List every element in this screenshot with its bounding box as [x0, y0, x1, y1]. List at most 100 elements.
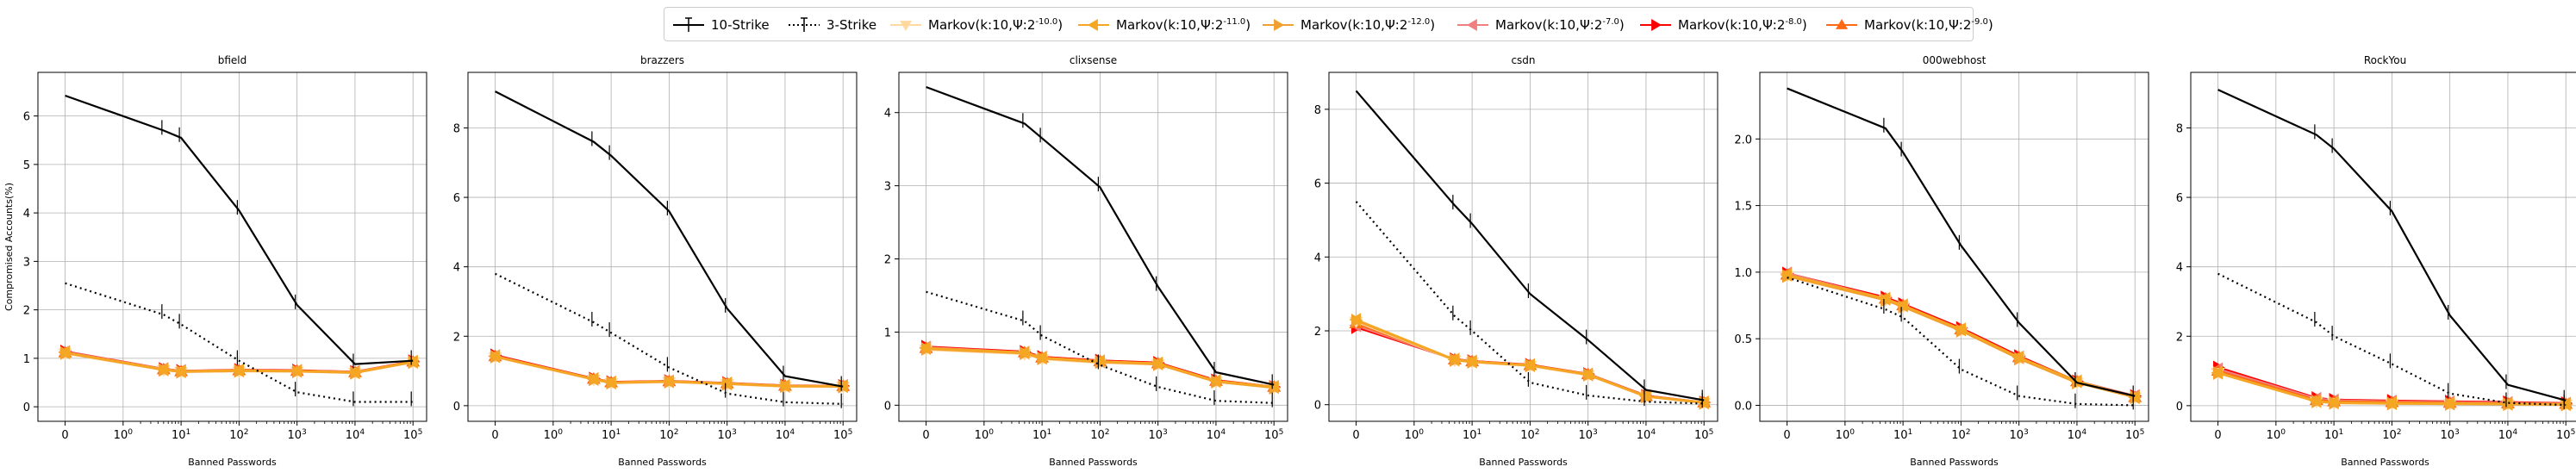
- x-tick-label: 100: [975, 428, 995, 442]
- x-tick-label: 101: [602, 428, 621, 442]
- y-tick-label: 0: [453, 401, 460, 414]
- y-tick-label: 8: [2176, 122, 2183, 135]
- x-tick-label: 102: [1520, 428, 1539, 442]
- data-point: [2385, 396, 2397, 411]
- legend-label: Markov(k:10,Ψ:2-8.0): [1678, 17, 1807, 33]
- data-point: [777, 378, 790, 393]
- legend-swatch: [1640, 19, 1671, 31]
- data-point: [1151, 356, 1163, 370]
- series-10-strike: [1355, 90, 1705, 405]
- data-point: [2012, 350, 2024, 364]
- legend-item-markov-k-10-2-7-0: Markov(k:10,Ψ:2-7.0): [1456, 8, 1625, 42]
- axes-frame: [898, 72, 1288, 422]
- y-tick-label: 6: [23, 111, 30, 124]
- legend-swatch: [1078, 19, 1109, 31]
- x-tick-label: 100: [1405, 428, 1425, 442]
- data-point: [1035, 351, 1047, 365]
- series-3-strike: [1787, 277, 2136, 410]
- data-point: [1349, 313, 1362, 327]
- x-tick-label: 100: [544, 428, 564, 442]
- data-point: [1697, 395, 1709, 410]
- data-point: [1780, 267, 1793, 282]
- data-point: [2442, 396, 2455, 411]
- data-point: [1523, 358, 1535, 372]
- y-tick-label: 0: [1314, 400, 1321, 413]
- series-line: [495, 90, 844, 388]
- data-point: [156, 362, 169, 377]
- y-tick-label: 3: [23, 256, 30, 269]
- x-tick-label: 102: [2382, 428, 2401, 442]
- x-tick-label: 105: [1264, 428, 1283, 442]
- chart-bfield: 0 100 101 102 103 104 105 0 1 2 3 4 5 6 bfield Banned P…: [3, 54, 427, 468]
- y-tick-label: 2: [23, 305, 30, 318]
- y-tick-label: 5: [23, 159, 30, 172]
- series-markov-k-10-2-11-0: [919, 341, 1279, 395]
- x-axis-label: Banned Passwords: [1910, 457, 1999, 468]
- chart-000webhost: 0 100 101 102 103 104 105 0.0 0.5 1.0 1.5 2.0 000web…: [1734, 54, 2149, 468]
- series-markov-k-10-2-11-0: [58, 345, 418, 380]
- y-tick-label: 6: [2176, 192, 2183, 205]
- data-point: [174, 364, 186, 379]
- series-line: [1787, 87, 2136, 397]
- x-tick-label: 103: [717, 428, 737, 442]
- x-tick-label: 105: [833, 428, 852, 442]
- legend-label: 10-Strike: [711, 17, 770, 33]
- x-tick-label: 105: [2556, 428, 2575, 442]
- x-tick-label: 102: [229, 428, 248, 442]
- axes-frame: [1328, 72, 1718, 422]
- series-markov-k-10-2-11-0: [2211, 365, 2571, 412]
- plot-area: [1760, 72, 2149, 421]
- legend-swatch: [1263, 19, 1294, 31]
- legend-item-markov-k-10-2-8-0: Markov(k:10,Ψ:2-8.0): [1638, 8, 1807, 42]
- y-tick-label: 4: [1314, 252, 1321, 265]
- chart-title: bfield: [218, 54, 247, 66]
- x-tick-label: 0: [1352, 429, 1359, 442]
- x-tick-label: 104: [1637, 428, 1656, 442]
- x-tick-label: 105: [2125, 428, 2144, 442]
- data-point: [2500, 396, 2513, 411]
- data-point: [290, 364, 303, 378]
- x-tick-label: 103: [1148, 428, 1168, 442]
- data-point: [232, 363, 244, 377]
- x-tick-label: 101: [2324, 428, 2343, 442]
- y-tick-label: 2.0: [1734, 134, 1752, 146]
- data-point: [2309, 394, 2322, 408]
- data-point: [1267, 380, 1279, 395]
- y-tick-label: 3: [884, 181, 891, 194]
- x-tick-label: 100: [1836, 428, 1856, 442]
- y-tick-label: 6: [453, 192, 460, 205]
- x-tick-label: 103: [287, 428, 307, 442]
- legend-swatch: [890, 21, 921, 31]
- y-tick-label: 1: [23, 353, 30, 366]
- series-line: [1355, 90, 1705, 401]
- data-point: [2559, 397, 2571, 412]
- series-3-strike: [1355, 201, 1705, 408]
- y-tick-label: 0.0: [1734, 400, 1752, 413]
- axes-frame: [2190, 72, 2576, 422]
- legend-label: Markov(k:10,Ψ:2-9.0): [1864, 17, 1993, 33]
- series-line: [926, 85, 1275, 386]
- y-tick-label: 0: [2176, 401, 2183, 414]
- x-tick-label: 105: [1694, 428, 1713, 442]
- legend-swatch: [1457, 19, 1488, 31]
- data-point: [2327, 395, 2339, 410]
- legend-label: Markov(k:10,Ψ:2-7.0): [1495, 17, 1625, 33]
- series-line: [65, 94, 414, 365]
- x-tick-label: 104: [2498, 428, 2518, 442]
- x-tick-label: 104: [776, 428, 795, 442]
- x-tick-label: 103: [2440, 428, 2460, 442]
- data-point: [919, 341, 932, 356]
- x-tick-label: 0: [922, 429, 929, 442]
- x-axis-label: Banned Passwords: [1049, 457, 1138, 468]
- x-tick-label: 105: [403, 428, 422, 442]
- x-tick-label: 104: [346, 428, 365, 442]
- x-axis-label: Banned Passwords: [2341, 457, 2429, 468]
- chart-title: 000webhost: [1923, 54, 1987, 66]
- legend-label: Markov(k:10,Ψ:2-12.0): [1300, 17, 1436, 33]
- x-axis-label: Banned Passwords: [618, 457, 707, 468]
- legend-swatch: [1826, 19, 1857, 29]
- chart-title: RockYou: [2364, 54, 2406, 66]
- series-3-strike: [926, 290, 1275, 408]
- series-10-strike: [926, 85, 1275, 389]
- chart-title: brazzers: [640, 54, 684, 66]
